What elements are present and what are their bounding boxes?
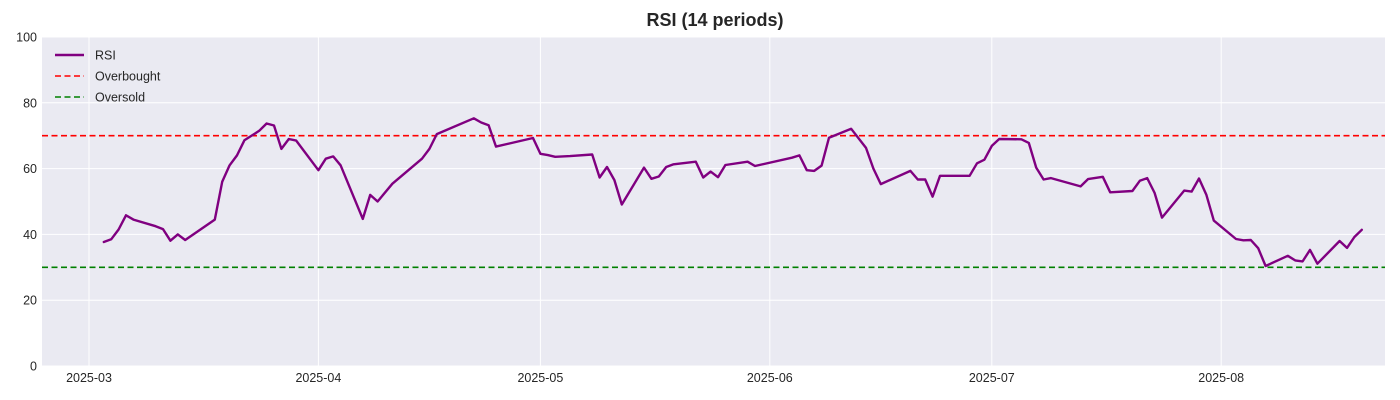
- tick-labels: 0 20 40 60 80 100 2025-03 2025-04 2025-05 2025-06…: [16, 31, 1244, 386]
- plot-area-background: [42, 37, 1385, 366]
- legend-label: Oversold: [95, 91, 145, 105]
- rsi-series-line: [102, 117, 1363, 268]
- x-tick-label: 2025-08: [1198, 371, 1244, 385]
- series-lines: [102, 117, 1363, 268]
- y-tick-label: 20: [23, 294, 37, 308]
- y-tick-label: 100: [16, 31, 37, 45]
- x-tick-label: 2025-05: [517, 371, 563, 385]
- threshold-lines: [42, 134, 1385, 269]
- x-tick-label: 2025-03: [66, 371, 112, 385]
- legend-label: Overbought: [95, 70, 161, 84]
- x-tick-label: 2025-07: [969, 371, 1015, 385]
- y-tick-label: 60: [23, 162, 37, 176]
- legend: RSI Overbought Oversold: [55, 49, 161, 105]
- x-tick-label: 2025-04: [295, 371, 341, 385]
- chart-title: RSI (14 periods): [646, 10, 784, 30]
- y-tick-label: 40: [23, 228, 37, 242]
- y-tick-label: 0: [30, 360, 37, 374]
- grid-lines: [42, 36, 1385, 367]
- x-tick-label: 2025-06: [747, 371, 793, 385]
- y-tick-label: 80: [23, 96, 37, 110]
- legend-label: RSI: [95, 49, 116, 63]
